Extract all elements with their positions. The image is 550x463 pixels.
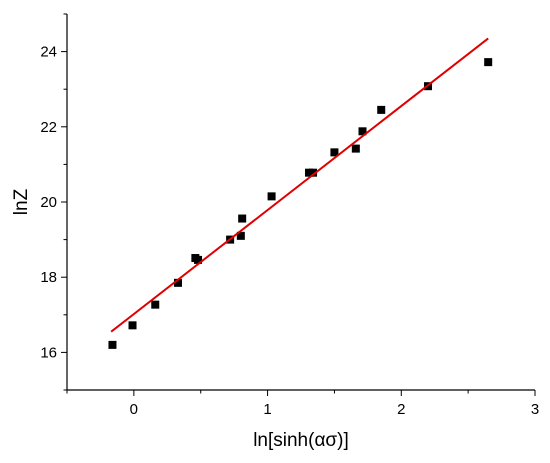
- x-tick-label: 2: [397, 401, 405, 418]
- y-axis-title: lnZ: [11, 188, 32, 215]
- data-point: [236, 231, 245, 240]
- data-point: [484, 58, 493, 67]
- data-point: [194, 255, 203, 264]
- data-point: [377, 105, 386, 114]
- data-point: [351, 144, 360, 153]
- x-tick-label: 3: [531, 401, 539, 418]
- data-point: [151, 300, 160, 309]
- y-tick-label: 24: [40, 44, 57, 61]
- data-point: [128, 321, 137, 330]
- x-tick-label: 0: [130, 401, 138, 418]
- data-point: [305, 168, 314, 177]
- fit-line-group: [110, 37, 489, 333]
- data-point: [238, 214, 247, 223]
- axes: 0 1 2 3 16 18 20 22 24: [40, 13, 539, 418]
- y-tick-label: 16: [40, 344, 57, 361]
- data-point: [173, 278, 182, 287]
- y-tick-label: 20: [40, 194, 57, 211]
- x-axis-title: ln[sinh(ασ)]: [253, 430, 349, 451]
- data-point: [108, 340, 117, 349]
- y-tick-label: 18: [40, 269, 57, 286]
- data-point: [267, 192, 276, 201]
- x-tick-label: 1: [263, 401, 271, 418]
- fit-line: [110, 37, 489, 333]
- data-point: [330, 148, 339, 157]
- data-point: [309, 168, 318, 177]
- y-tick-label: 22: [40, 119, 57, 136]
- data-point: [358, 127, 367, 136]
- data-points: [108, 58, 493, 349]
